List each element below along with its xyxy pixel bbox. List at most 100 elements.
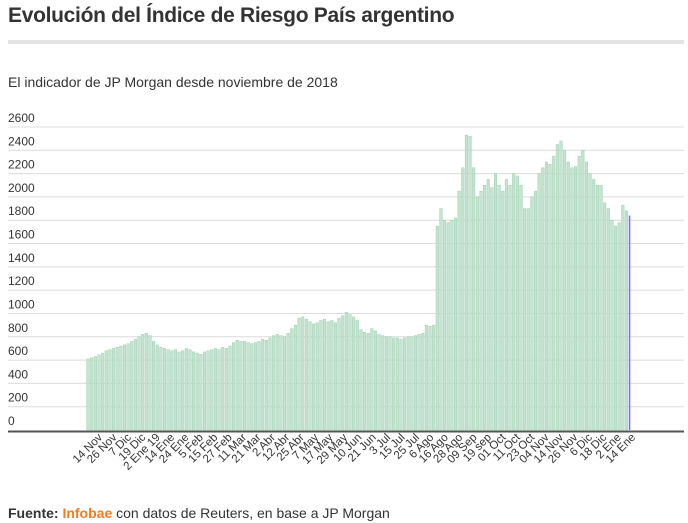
bar bbox=[133, 338, 137, 431]
bar bbox=[624, 210, 628, 431]
bar bbox=[435, 225, 439, 431]
bar bbox=[246, 342, 250, 431]
bar bbox=[526, 208, 530, 431]
bar bbox=[235, 340, 239, 431]
bar bbox=[348, 314, 352, 431]
bar bbox=[119, 345, 123, 431]
bar bbox=[272, 335, 276, 431]
bar bbox=[555, 144, 559, 431]
bar bbox=[290, 328, 294, 431]
bar bbox=[203, 351, 207, 431]
bar bbox=[534, 190, 538, 431]
bar bbox=[86, 358, 90, 431]
bar bbox=[283, 336, 287, 431]
bar bbox=[221, 347, 225, 431]
bar bbox=[173, 349, 177, 431]
bar bbox=[406, 336, 410, 431]
bar bbox=[239, 341, 243, 431]
bar bbox=[384, 336, 388, 431]
bar bbox=[577, 155, 581, 431]
bar bbox=[544, 161, 548, 431]
y-tick-label: 2600 bbox=[8, 111, 35, 125]
bar bbox=[115, 347, 119, 431]
bar bbox=[552, 155, 556, 431]
bar bbox=[253, 342, 257, 431]
bar bbox=[428, 326, 432, 431]
bar bbox=[603, 202, 607, 431]
bar bbox=[541, 167, 545, 431]
bar bbox=[490, 187, 494, 431]
bar bbox=[410, 336, 414, 431]
bar bbox=[508, 185, 512, 431]
bar bbox=[628, 215, 631, 430]
bar bbox=[112, 348, 116, 431]
footer-label: Fuente: bbox=[8, 505, 59, 521]
bar bbox=[261, 338, 265, 431]
footer-source: Infobae bbox=[62, 505, 113, 521]
bar bbox=[584, 161, 588, 431]
bar bbox=[479, 190, 483, 431]
bar bbox=[330, 320, 334, 431]
bar bbox=[523, 208, 527, 431]
bar bbox=[195, 352, 199, 431]
bar bbox=[424, 324, 428, 431]
bar bbox=[337, 317, 341, 431]
bar bbox=[315, 322, 319, 431]
bar bbox=[301, 316, 305, 431]
bar bbox=[363, 331, 367, 431]
bar bbox=[213, 348, 217, 431]
bar bbox=[537, 173, 541, 431]
bar bbox=[574, 166, 578, 431]
page-title: Evolución del Índice de Riesgo País arge… bbox=[8, 4, 455, 27]
bar bbox=[210, 349, 214, 431]
y-tick-label: 1800 bbox=[8, 204, 35, 218]
bar bbox=[388, 336, 392, 431]
bar bbox=[494, 173, 498, 431]
bar bbox=[264, 340, 268, 431]
bar bbox=[341, 315, 345, 431]
bar bbox=[90, 357, 94, 431]
bar bbox=[377, 334, 381, 431]
bar bbox=[614, 225, 618, 431]
bar bbox=[323, 319, 327, 431]
y-tick-label: 2400 bbox=[8, 134, 35, 148]
bar bbox=[355, 320, 359, 431]
bar bbox=[501, 190, 505, 431]
bar bbox=[403, 337, 407, 431]
bar bbox=[188, 349, 192, 431]
bar bbox=[621, 204, 625, 431]
bar bbox=[359, 329, 363, 431]
bar bbox=[483, 185, 487, 431]
y-tick-label: 1200 bbox=[8, 274, 35, 288]
bar-chart: 0 200 400 600 800 1000 1200 1400 1600 1800 2000 220… bbox=[8, 111, 684, 473]
bar bbox=[606, 208, 610, 431]
bar bbox=[559, 140, 563, 431]
bar bbox=[192, 351, 196, 431]
bar bbox=[515, 175, 519, 431]
bar bbox=[217, 349, 221, 431]
bar bbox=[461, 167, 465, 431]
bar bbox=[512, 173, 516, 431]
bar bbox=[97, 354, 101, 431]
bar bbox=[344, 312, 348, 431]
bar bbox=[232, 342, 236, 431]
bar bbox=[137, 336, 141, 431]
bar bbox=[108, 349, 112, 431]
bar bbox=[166, 349, 170, 431]
bar bbox=[595, 185, 599, 431]
y-tick-label: 2000 bbox=[8, 181, 35, 195]
bar bbox=[257, 341, 261, 431]
bar bbox=[617, 222, 621, 431]
bar bbox=[243, 341, 247, 431]
bar bbox=[566, 161, 570, 431]
bar bbox=[93, 356, 97, 431]
bar bbox=[588, 173, 592, 431]
bar bbox=[304, 319, 308, 431]
bar bbox=[228, 345, 232, 431]
bar bbox=[155, 344, 159, 431]
bar bbox=[599, 185, 603, 431]
bar bbox=[468, 136, 472, 431]
bar bbox=[162, 348, 166, 431]
bar bbox=[206, 350, 210, 431]
bar bbox=[421, 333, 425, 431]
